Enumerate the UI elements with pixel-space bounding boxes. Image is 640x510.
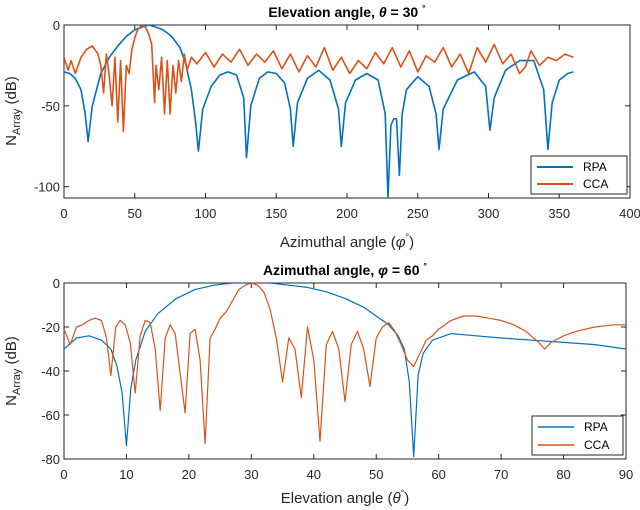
legend-label-rpa: RPA	[584, 420, 608, 434]
x-axis-label: Azimuthal angle (φ°)	[280, 232, 414, 251]
x-tick-label: 10	[119, 467, 133, 482]
y-tick-label: 0	[53, 276, 60, 291]
legend-label-cca: CCA	[584, 438, 609, 452]
legend-label-cca: CCA	[583, 177, 608, 191]
series-line-cca	[64, 283, 626, 445]
y-tick-label: 0	[53, 18, 60, 33]
x-axis-label: Elevation angle (θ°)	[281, 488, 410, 507]
y-axis: 0 -20 -40 -60 -80	[41, 276, 626, 467]
chart-title: Elevation angle, θ = 30 °	[268, 3, 426, 20]
x-tick-label: 100	[195, 206, 217, 221]
series-line-cca	[64, 25, 574, 133]
y-tick-label: -20	[41, 320, 60, 335]
y-tick-label: -40	[41, 364, 60, 379]
legend-label-rpa: RPA	[583, 160, 607, 174]
legend-box	[530, 155, 628, 195]
x-tick-label: 30	[244, 467, 258, 482]
x-axis: 0 10 20 30 40 50 60 70 80 90	[60, 283, 633, 482]
y-axis-label: NArray (dB)	[3, 336, 23, 406]
x-tick-label: 250	[407, 206, 429, 221]
chart-azimuth-60: Azimuthal angle, φ = 60 ° 0 10 20 30 40 50 60 7…	[3, 261, 633, 507]
x-tick-label: 350	[548, 206, 570, 221]
x-tick-label: 50	[369, 467, 383, 482]
x-tick-label: 70	[494, 467, 508, 482]
x-tick-label: 300	[478, 206, 500, 221]
y-axis-label: NArray (dB)	[3, 76, 23, 146]
x-tick-label: 200	[336, 206, 358, 221]
y-tick-label: -50	[41, 99, 60, 114]
series-line-rpa	[64, 25, 574, 198]
x-tick-label: 90	[619, 467, 633, 482]
x-tick-label: 80	[556, 467, 570, 482]
y-tick-label: -80	[41, 452, 60, 467]
series-layer	[64, 25, 574, 198]
x-axis: 0 50 100 150 200 250 300 350 400	[60, 25, 640, 221]
legend: RPA CCA	[531, 415, 624, 456]
legend: RPA CCA	[530, 155, 628, 195]
y-tick-label: -60	[41, 408, 60, 423]
chart-title: Azimuthal angle, φ = 60 °	[263, 261, 427, 278]
y-axis: 0 -50 -100	[34, 18, 630, 195]
x-tick-label: 40	[307, 467, 321, 482]
legend-box	[531, 415, 624, 456]
series-line-rpa	[64, 283, 626, 458]
chart-elevation-30: Elevation angle, θ = 30 ° 0 50 100 150 200 25…	[3, 3, 640, 251]
y-tick-label: -100	[34, 180, 60, 195]
series-layer	[64, 283, 626, 458]
x-tick-label: 20	[182, 467, 196, 482]
x-tick-label: 0	[60, 467, 67, 482]
x-tick-label: 150	[265, 206, 287, 221]
x-tick-label: 60	[431, 467, 445, 482]
x-tick-label: 50	[128, 206, 142, 221]
x-tick-label: 400	[619, 206, 640, 221]
x-tick-label: 0	[60, 206, 67, 221]
